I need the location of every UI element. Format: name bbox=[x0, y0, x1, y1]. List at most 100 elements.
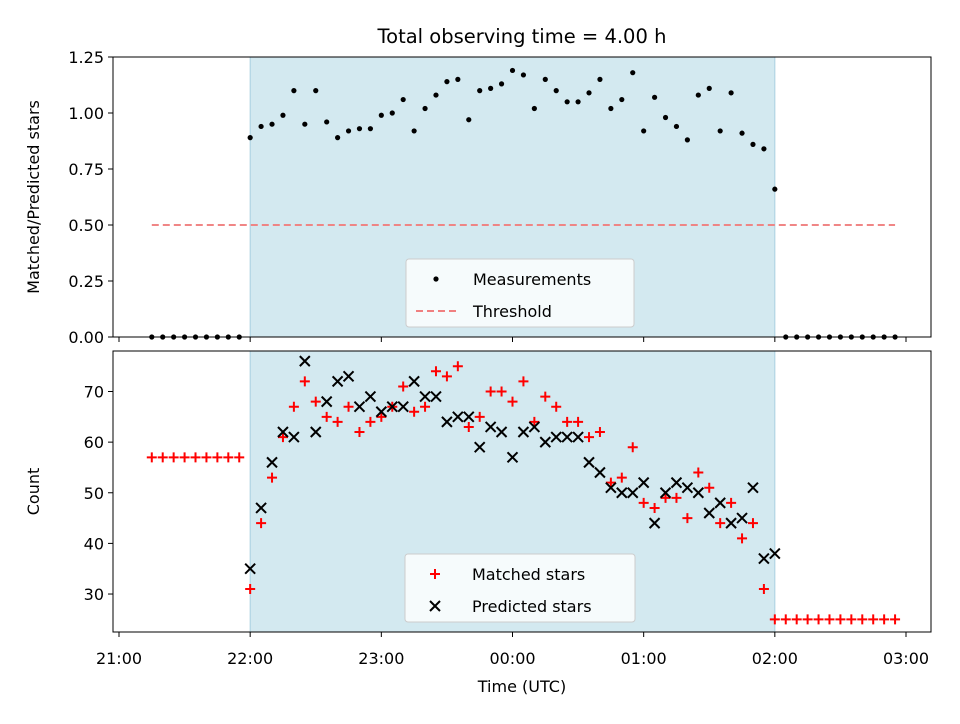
count-panel: 21:00 22:00 23:00 00:00 01:00 02:00 03:00 30 40 5… bbox=[24, 350, 932, 696]
legend-measurement-swatch bbox=[433, 276, 439, 282]
predicted-star-point bbox=[386, 400, 398, 413]
matched-star-point bbox=[627, 442, 638, 453]
predicted-star-point bbox=[769, 547, 781, 560]
matched-star-point bbox=[474, 411, 485, 422]
matched-star-point bbox=[780, 614, 791, 625]
matched-star-point bbox=[256, 518, 267, 529]
matched-star-point bbox=[190, 452, 201, 463]
matched-star-point bbox=[758, 583, 769, 594]
predicted-star-point bbox=[277, 426, 289, 438]
measurement-point bbox=[575, 99, 581, 105]
matched-star-point bbox=[234, 452, 245, 463]
predicted-star-point bbox=[648, 517, 661, 529]
matched-star-point bbox=[616, 472, 627, 483]
matched-star-point bbox=[430, 366, 441, 377]
predicted-star-point bbox=[583, 456, 595, 469]
ratio-panel: 0.00 0.25 0.50 0.75 1.00 1.25 Total observing … bbox=[24, 25, 932, 347]
predicted-star-point bbox=[495, 426, 508, 438]
predicted-star-point bbox=[441, 416, 453, 428]
measurement-point bbox=[488, 85, 494, 91]
x-tick-label: 01:00 bbox=[621, 649, 667, 668]
predicted-star-point bbox=[320, 395, 333, 408]
predicted-star-point bbox=[463, 411, 475, 423]
measurement-point bbox=[673, 123, 680, 130]
measurement-point bbox=[750, 141, 756, 147]
y-tick-label: 40 bbox=[84, 534, 104, 553]
legend-label: Matched stars bbox=[472, 565, 585, 584]
y-tick-label: 1.00 bbox=[68, 104, 104, 123]
predicted-star-point bbox=[758, 552, 770, 565]
predicted-star-point bbox=[539, 436, 551, 448]
measurement-point bbox=[302, 121, 308, 127]
matched-star-point bbox=[584, 432, 595, 443]
y-tick-label: 30 bbox=[84, 585, 104, 604]
predicted-star-point bbox=[506, 451, 519, 464]
matched-star-point bbox=[245, 583, 256, 594]
predicted-star-point bbox=[430, 390, 442, 403]
measurement-point bbox=[335, 135, 341, 141]
y-tick-label: 70 bbox=[84, 383, 104, 402]
measurement-point bbox=[422, 105, 428, 112]
predicted-star-point bbox=[517, 426, 530, 438]
measurement-point bbox=[531, 105, 537, 112]
matched-star-point bbox=[398, 381, 409, 392]
measurement-point bbox=[444, 79, 450, 85]
predicted-star-point bbox=[725, 517, 737, 529]
matched-star-point bbox=[594, 427, 605, 438]
predicted-star-point bbox=[288, 431, 300, 443]
matched-star-point bbox=[277, 432, 288, 443]
predicted-star-point bbox=[659, 487, 672, 499]
predicted-star-point bbox=[692, 487, 705, 499]
matched-star-point bbox=[660, 492, 671, 503]
matched-star-point bbox=[791, 614, 802, 625]
matched-star-point bbox=[715, 518, 726, 529]
y-tick-label: 0.50 bbox=[68, 216, 104, 235]
matched-star-point bbox=[857, 614, 868, 625]
measurement-point bbox=[324, 119, 330, 125]
measurement-point bbox=[509, 67, 516, 74]
predicted-star-point bbox=[670, 476, 683, 489]
measurement-point bbox=[553, 88, 559, 94]
predicted-star-point bbox=[452, 411, 464, 423]
y-tick-label: 0.25 bbox=[68, 272, 104, 291]
y-tick-label: 1.25 bbox=[68, 48, 104, 67]
predicted-star-point bbox=[681, 481, 694, 494]
legend-box bbox=[404, 553, 636, 623]
measurement-point bbox=[258, 123, 264, 130]
legend: Measurements Threshold bbox=[405, 258, 635, 328]
measurement-point bbox=[564, 99, 570, 105]
measurement-point bbox=[728, 90, 734, 96]
measurement-point bbox=[651, 94, 658, 100]
measurement-point bbox=[684, 137, 690, 143]
measurement-point bbox=[291, 88, 297, 94]
x-tick-label: 03:00 bbox=[883, 649, 929, 668]
matched-star-point bbox=[146, 452, 157, 463]
matched-star-point bbox=[201, 452, 212, 463]
predicted-star-point bbox=[419, 390, 431, 403]
matched-star-point bbox=[638, 497, 649, 508]
matched-star-point bbox=[343, 401, 354, 412]
predicted-star-point bbox=[572, 431, 584, 443]
matched-star-point bbox=[463, 421, 474, 432]
measurement-point bbox=[313, 88, 319, 94]
matched-star-point bbox=[605, 477, 616, 488]
matched-star-point bbox=[813, 614, 824, 625]
measurement-point bbox=[706, 85, 712, 91]
x-tick-label: 02:00 bbox=[752, 649, 798, 668]
measurement-point bbox=[630, 70, 636, 76]
legend-predicted-swatch bbox=[429, 600, 441, 612]
predicted-star-point bbox=[342, 370, 355, 383]
plot-frame bbox=[112, 350, 932, 633]
plot-frame bbox=[112, 56, 932, 338]
matched-star-point bbox=[485, 386, 496, 397]
measurement-point bbox=[542, 76, 548, 82]
measurement-point bbox=[662, 114, 669, 121]
y-tick-label: 0.75 bbox=[68, 160, 104, 179]
predicted-star-point bbox=[594, 466, 606, 479]
measurement-point bbox=[586, 90, 592, 96]
matched-star-point bbox=[890, 614, 901, 625]
measurement-point bbox=[641, 128, 647, 134]
x-tick-label: 23:00 bbox=[358, 649, 404, 668]
predicted-star-point bbox=[397, 400, 409, 413]
